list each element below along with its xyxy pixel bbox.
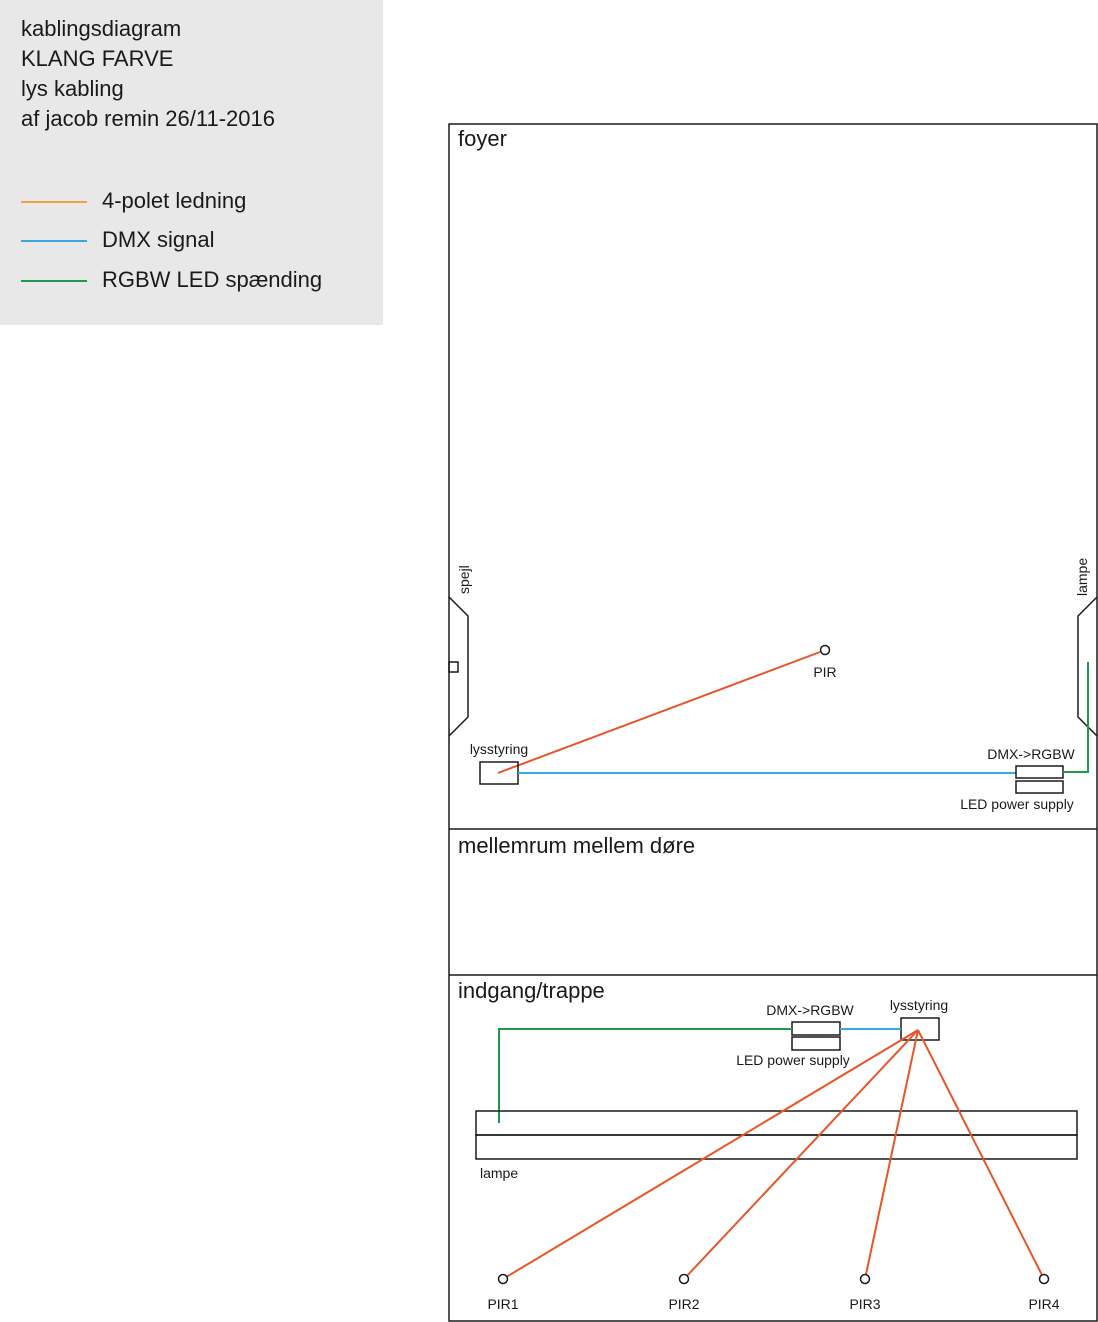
foyer-psu-box xyxy=(1015,780,1064,794)
wire-4pole-pir1 xyxy=(502,1029,919,1280)
legend-label-4pole: 4-polet ledning xyxy=(102,188,247,213)
entrance-psu-box xyxy=(791,1036,841,1051)
pir4-sensor xyxy=(1038,1273,1050,1285)
building-outline xyxy=(448,123,1098,1322)
mirror-socket xyxy=(448,661,459,673)
room-title-entrance: indgang/trappe xyxy=(458,978,605,1003)
pir1-label: PIR1 xyxy=(487,1296,518,1312)
author-date: af jacob remin 26/11-2016 xyxy=(21,106,275,131)
legend-label-dmx: DMX signal xyxy=(102,227,215,252)
wire-4pole-pir3 xyxy=(864,1029,919,1280)
foyer-lamp-label: lampe xyxy=(1074,558,1090,596)
legend-label-rgbw: RGBW LED spænding xyxy=(102,267,323,292)
pir4-label: PIR4 xyxy=(1028,1296,1059,1312)
project-name: KLANG FARVE xyxy=(21,46,174,71)
wire-rgbw-entrance xyxy=(498,1028,792,1123)
entrance-converter-label: DMX->RGBW xyxy=(766,1002,854,1018)
mirror-shape xyxy=(448,596,469,737)
legend-swatch-4pole xyxy=(21,201,87,203)
entrance-lamp-lower xyxy=(475,1134,1078,1160)
pir3-sensor xyxy=(859,1273,871,1285)
legend-item-dmx: DMX signal xyxy=(21,227,361,253)
room-title-foyer: foyer xyxy=(458,126,507,151)
legend-swatch-dmx xyxy=(21,240,87,242)
entrance-psu-label: LED power supply xyxy=(736,1052,850,1068)
legend-item-rgbw: RGBW LED spænding xyxy=(21,267,361,293)
room-title-gap: mellemrum mellem døre xyxy=(458,833,695,858)
foyer-controller-label: lysstyring xyxy=(470,741,528,757)
entrance-converter-box xyxy=(791,1021,841,1036)
wire-rgbw-foyer xyxy=(1063,662,1089,773)
foyer-converter-box xyxy=(1015,765,1064,779)
diagram-subtitle: lys kabling xyxy=(21,76,124,101)
mirror-label: spejl xyxy=(456,565,472,594)
wire-4pole-pir2 xyxy=(683,1029,919,1280)
foyer-pir-sensor xyxy=(819,644,831,656)
legend-swatch-rgbw xyxy=(21,280,87,282)
entrance-lamp-label: lampe xyxy=(480,1165,518,1181)
entrance-controller-label: lysstyring xyxy=(890,997,948,1013)
wire-4pole-foyer-pir xyxy=(497,651,821,774)
wire-4pole-pir4 xyxy=(917,1029,1045,1280)
foyer-psu-label: LED power supply xyxy=(960,796,1074,812)
legend-item-4pole: 4-polet ledning xyxy=(21,188,361,214)
diagram-title: kablingsdiagram xyxy=(21,16,182,41)
pir3-label: PIR3 xyxy=(849,1296,880,1312)
foyer-converter-label: DMX->RGBW xyxy=(987,746,1075,762)
legend-panel: kablingsdiagram KLANG FARVE lys kabling … xyxy=(0,0,383,325)
pir2-sensor xyxy=(678,1273,690,1285)
foyer-pir-label: PIR xyxy=(813,664,836,680)
pir2-label: PIR2 xyxy=(668,1296,699,1312)
pir1-sensor xyxy=(497,1273,509,1285)
